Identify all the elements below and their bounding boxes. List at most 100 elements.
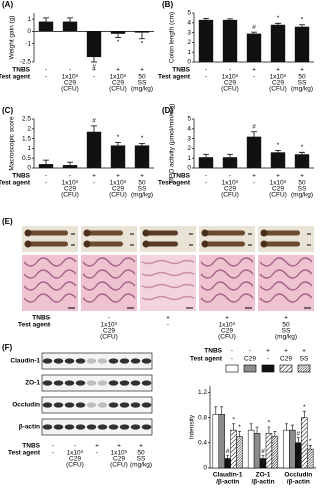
y-tick-label: 5	[187, 116, 191, 123]
legend-tnbs: +	[302, 348, 306, 355]
condition-label: Test agent	[158, 74, 191, 81]
tnbs-value: +	[252, 67, 256, 74]
blot-band	[130, 380, 141, 386]
bar	[253, 433, 261, 469]
error-bar	[299, 24, 305, 27]
tnbs-value: -	[205, 173, 207, 180]
condition-label: Test agent	[158, 180, 191, 187]
blot-strip	[41, 396, 153, 414]
blot-band	[53, 424, 64, 430]
agent-value: (CFU)	[110, 462, 128, 469]
legend-agent: C29	[280, 356, 292, 363]
histology-texture	[259, 257, 313, 267]
agent-value: (CFU)	[61, 192, 79, 199]
significance-marker: *	[277, 15, 280, 22]
panel-label: (C)	[2, 106, 13, 115]
y-axis-label: Macroscopic score	[9, 116, 16, 171]
agent-value: C29	[112, 80, 124, 87]
agent-value: 1x10⁹	[62, 180, 79, 187]
colon-end	[83, 229, 91, 237]
colon-end	[260, 229, 268, 237]
error-bar	[251, 31, 257, 34]
bar	[222, 157, 238, 168]
agent-value: (mg/kg)	[130, 462, 152, 469]
colon-photo	[199, 226, 255, 252]
colon-tissue	[262, 241, 300, 247]
agent-value: C29	[64, 80, 76, 87]
bar	[218, 414, 225, 469]
condition-label: Test agent	[8, 450, 41, 457]
y-tick-label: 4	[187, 20, 191, 27]
blot-band	[86, 358, 97, 364]
condition-label: TNBS	[22, 443, 40, 450]
legend-agent: C29	[244, 356, 256, 363]
blot-strip	[41, 418, 153, 436]
error-bar	[203, 17, 209, 20]
tnbs-value: -	[45, 173, 47, 180]
condition-label: TNBS	[12, 67, 30, 74]
bar	[236, 436, 243, 469]
y-tick-label: 1.2	[198, 389, 207, 396]
blot-band	[86, 380, 97, 386]
condition-label: TNBS	[32, 315, 50, 322]
significance-marker: *	[141, 40, 144, 47]
error-bar	[91, 57, 97, 63]
legend-swatch	[279, 364, 293, 373]
x-tick-label: Claudin-1	[213, 472, 243, 479]
bar	[198, 19, 214, 62]
colon-tissue	[85, 241, 123, 247]
histology-texture	[82, 269, 136, 279]
blot-band	[86, 424, 97, 430]
tnbs-value: -	[205, 67, 207, 74]
bar	[265, 433, 273, 469]
condition-label: TNBS	[12, 173, 30, 180]
blot-band	[42, 402, 53, 408]
agent-value: (CFU)	[61, 86, 79, 93]
bar	[306, 448, 314, 469]
tnbs-value: -	[229, 173, 231, 180]
y-tick-label: 0	[27, 28, 31, 35]
tnbs-value: -	[49, 315, 51, 322]
x-tick-label: Occludin	[284, 472, 312, 479]
agent-value: -	[96, 450, 98, 457]
error-bar	[214, 406, 218, 415]
blot-band	[42, 424, 53, 430]
colon-photo	[258, 226, 314, 252]
agent-value: (CFU)	[109, 86, 127, 93]
blot-band	[141, 424, 152, 430]
error-bar	[275, 149, 281, 153]
y-tick-label: 3	[187, 135, 191, 142]
colon-end	[24, 229, 32, 237]
error-bar	[284, 423, 288, 431]
significance-marker: #	[297, 430, 301, 437]
bar	[289, 429, 296, 469]
colon-tissue	[144, 230, 178, 236]
legend-swatch	[261, 364, 275, 373]
bar	[246, 33, 262, 62]
histology-texture	[200, 257, 254, 267]
blot-band	[141, 402, 152, 408]
bar	[283, 429, 290, 469]
error-bar	[67, 17, 73, 22]
error-bar	[302, 410, 306, 418]
bar	[110, 145, 126, 168]
colon-end	[24, 240, 32, 248]
y-tick-label: 0.8	[198, 414, 207, 421]
bar	[38, 21, 54, 32]
significance-marker: *	[238, 424, 241, 431]
blot-strip	[41, 374, 153, 392]
bar	[301, 417, 308, 469]
agent-value: -	[45, 180, 47, 187]
bar	[246, 136, 262, 168]
blot-band	[141, 358, 152, 364]
condition-label: TNBS	[172, 67, 190, 74]
significance-marker: *	[141, 135, 144, 142]
tnbs-value: +	[166, 315, 170, 322]
y-tick-label: 1	[187, 49, 191, 56]
agent-value: C29	[69, 456, 81, 463]
agent-value: (mg/kg)	[291, 86, 313, 93]
significance-marker: #	[92, 64, 96, 71]
colon-end	[142, 229, 150, 237]
significance-marker: *	[268, 420, 271, 427]
